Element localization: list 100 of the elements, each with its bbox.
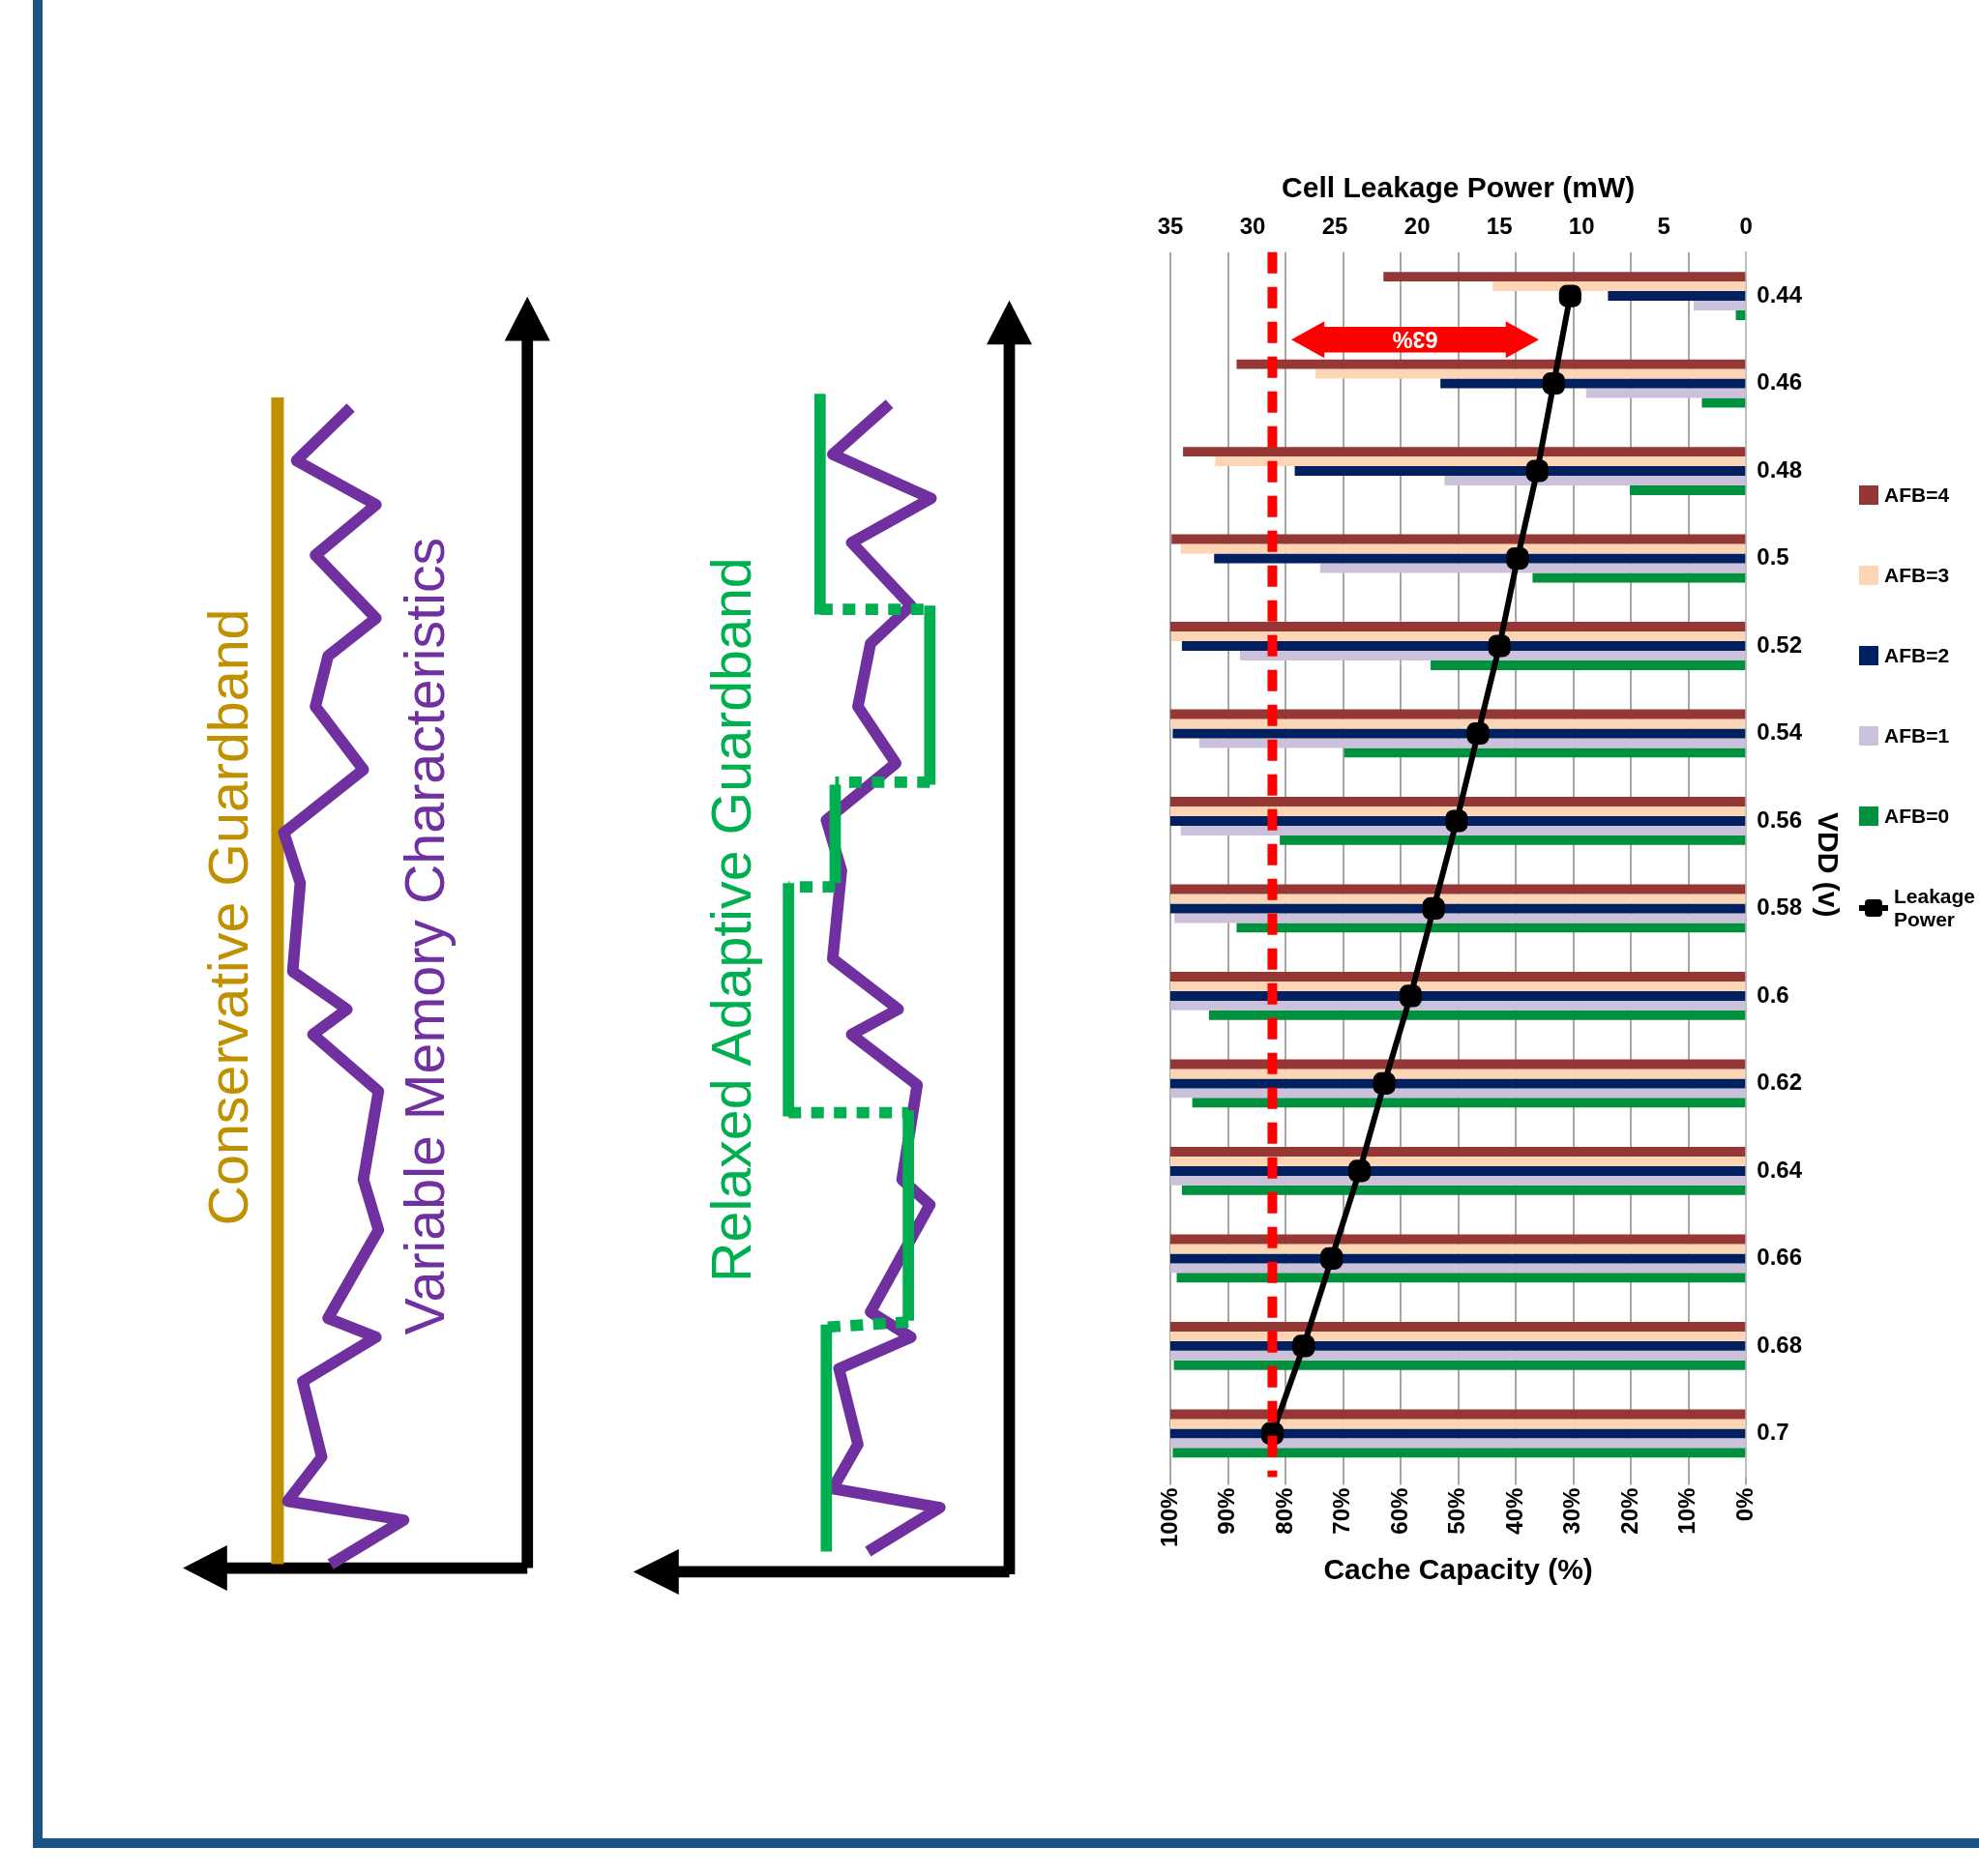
y-tick-label: 0.7: [1757, 1419, 1789, 1445]
legend-label: AFB=3: [1884, 564, 1950, 587]
y-tick-label: 0.64: [1757, 1156, 1803, 1183]
annotation: 63%: [1392, 327, 1438, 353]
bar: [1315, 368, 1746, 379]
x-tick-label: 80%: [1270, 1487, 1297, 1535]
bar: [1236, 923, 1746, 933]
y-axis-title: VDD (v): [1812, 812, 1845, 918]
point: [1399, 984, 1422, 1008]
point: [1373, 1071, 1396, 1096]
x-tick-label: 90%: [1213, 1487, 1240, 1535]
x2-tick-label: 5: [1657, 213, 1670, 240]
bar: [1170, 806, 1746, 816]
y-tick-label: 0.56: [1757, 806, 1803, 833]
x2-tick-label: 15: [1486, 213, 1513, 240]
legend-label: Leakage Power: [1894, 885, 1977, 930]
bar: [1492, 281, 1746, 292]
bar: [1170, 1419, 1746, 1429]
x-tick-label: 0%: [1730, 1487, 1757, 1522]
point: [1320, 1246, 1344, 1270]
text: Conservative Guardband: [197, 608, 260, 1226]
bar: [1170, 884, 1746, 894]
bar: [1170, 1000, 1746, 1011]
bar: [1170, 1331, 1746, 1341]
bar: [1174, 913, 1746, 923]
y-tick-label: 0.6: [1757, 981, 1789, 1008]
y-tick-label: 0.48: [1757, 455, 1803, 483]
y-tick-label: 0.68: [1757, 1331, 1803, 1358]
y-tick-label: 0.52: [1757, 630, 1803, 658]
y-tick-label: 0.62: [1757, 1069, 1803, 1096]
bar: [1171, 631, 1746, 642]
text: Variable Memory Characteristics: [393, 537, 456, 1335]
x-tick-label: 50%: [1443, 1487, 1470, 1535]
bar: [1170, 1147, 1746, 1157]
x-tick-label: 100%: [1155, 1487, 1182, 1548]
y-tick-label: 0.54: [1757, 718, 1803, 746]
point: [1506, 546, 1529, 571]
point: [1292, 1334, 1315, 1358]
bar: [1170, 1244, 1746, 1254]
bar: [1170, 1069, 1746, 1079]
point: [1466, 721, 1490, 746]
legend-label: AFB=1: [1884, 724, 1950, 747]
point: [1525, 459, 1549, 483]
bar: [1608, 291, 1746, 302]
bar: [1170, 982, 1746, 991]
bar: [1532, 572, 1746, 583]
bar: [1171, 534, 1746, 544]
y-tick-label: 0.44: [1757, 280, 1803, 308]
bar: [1198, 738, 1746, 748]
bar: [1294, 466, 1746, 476]
x2-tick-label: 35: [1157, 213, 1184, 240]
bar: [1180, 825, 1746, 835]
bar: [1170, 1156, 1746, 1166]
y-tick-label: 0.58: [1757, 894, 1803, 921]
bar: [1431, 660, 1746, 670]
bar: [1236, 359, 1746, 369]
legend-label: AFB=2: [1884, 644, 1950, 667]
x-tick-label: 70%: [1328, 1487, 1355, 1535]
bar: [1344, 747, 1746, 758]
x-axis-title: Cache Capacity (%): [1323, 1553, 1593, 1586]
bar: [1176, 1273, 1746, 1283]
bar: [1181, 1185, 1746, 1195]
bar: [1170, 709, 1746, 719]
x-tick-label: 60%: [1385, 1487, 1412, 1535]
bar: [1170, 990, 1746, 1001]
point: [1488, 634, 1511, 658]
bar: [1170, 1263, 1746, 1274]
bar: [1170, 1088, 1746, 1099]
y-tick-label: 0.46: [1757, 368, 1803, 396]
bar: [1735, 309, 1746, 320]
x2-tick-label: 20: [1403, 213, 1431, 240]
point: [1558, 284, 1581, 308]
point: [1422, 896, 1445, 921]
bar: [1170, 622, 1746, 632]
bar: [1215, 456, 1746, 467]
bar: [1170, 1175, 1746, 1186]
bar: [1170, 1253, 1746, 1264]
bar: [1630, 484, 1746, 495]
bar: [1208, 1010, 1746, 1020]
x-tick-label: 40%: [1500, 1487, 1527, 1535]
point: [1348, 1159, 1372, 1183]
bar: [1170, 797, 1746, 807]
bar: [1694, 301, 1746, 310]
bar: [1170, 1438, 1746, 1449]
bar: [1170, 1165, 1746, 1176]
bar: [1170, 1322, 1746, 1332]
point: [1542, 371, 1565, 396]
bar: [1170, 972, 1746, 982]
bar: [1280, 835, 1746, 845]
bar: [1170, 718, 1746, 729]
bar: [1192, 1098, 1746, 1108]
bar: [1173, 1360, 1746, 1370]
legend-label: AFB=4: [1884, 484, 1950, 507]
bar: [1180, 543, 1746, 554]
bar: [1585, 388, 1746, 398]
x-tick-label: 10%: [1673, 1487, 1700, 1535]
bar: [1170, 1340, 1746, 1351]
bar: [1440, 378, 1746, 389]
y-tick-label: 0.66: [1757, 1244, 1803, 1271]
bar: [1170, 1409, 1746, 1420]
